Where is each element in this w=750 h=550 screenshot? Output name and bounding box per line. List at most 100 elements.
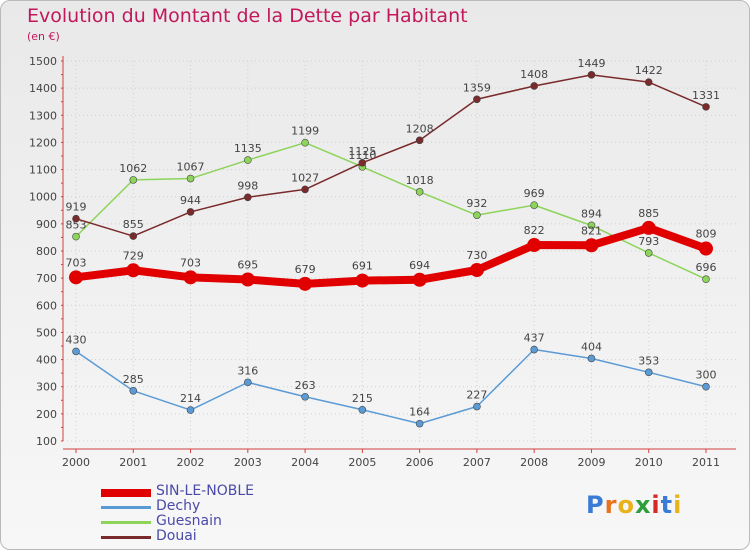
data-point-guesnain <box>473 211 481 219</box>
data-point-dechy <box>702 382 710 391</box>
legend-label: Dechy <box>156 498 201 514</box>
data-point-guesnain <box>301 138 309 147</box>
y-tick-label: 400 <box>36 354 57 367</box>
data-point-sin-le-noble <box>584 238 599 253</box>
data-point-dechy <box>587 354 596 363</box>
data-label-guesnain: 894 <box>581 207 602 220</box>
legend-item: Guesnain <box>101 513 301 530</box>
data-point-douai <box>415 136 424 145</box>
data-point-sin-le-noble <box>527 238 542 253</box>
x-tick-label: 2000 <box>62 456 90 469</box>
data-label-douai: 919 <box>66 201 87 214</box>
series-line-sin-le-noble <box>72 223 710 288</box>
data-label-douai: 1408 <box>520 68 548 81</box>
logo-letter: i <box>651 491 661 519</box>
x-tick-label: 2009 <box>577 456 605 469</box>
data-label-dechy: 215 <box>352 392 373 405</box>
legend: SIN-LE-NOBLE Dechy Guesnain Douai <box>101 483 301 545</box>
data-point-sin-le-noble <box>412 272 427 287</box>
data-label-douai: 944 <box>180 194 201 207</box>
data-label-douai: 1027 <box>291 171 319 184</box>
logo-letter: t <box>660 491 674 519</box>
line-chart: 100 200 300 400 500 600 700 800 900 1000 1100 1200 1… <box>29 55 736 469</box>
data-label-douai: 1125 <box>348 145 376 158</box>
y-tick-label: 300 <box>36 381 57 394</box>
data-point-sin-le-noble <box>69 270 83 285</box>
data-label-guesnain: 1067 <box>177 161 205 174</box>
y-tick-label: 800 <box>36 245 57 258</box>
data-point-douai <box>129 232 138 240</box>
data-label-guesnain: 969 <box>524 187 545 200</box>
data-label-douai: 998 <box>237 179 258 192</box>
data-label-sin-le-noble: 695 <box>237 259 258 272</box>
x-tick-label: 2005 <box>348 456 376 469</box>
data-point-douai <box>301 185 309 194</box>
y-tick-label: 1400 <box>29 82 57 95</box>
data-point-douai <box>358 158 367 167</box>
data-label-guesnain: 1018 <box>406 174 434 187</box>
x-tick-label: 2011 <box>692 456 720 469</box>
data-label-sin-le-noble: 809 <box>696 228 717 241</box>
legend-item: Douai <box>101 528 301 545</box>
x-tick-label: 2008 <box>520 456 548 469</box>
data-point-douai <box>473 95 481 104</box>
data-point-sin-le-noble <box>298 276 313 291</box>
data-point-guesnain <box>72 232 80 241</box>
logo-letter: P <box>586 491 605 519</box>
data-point-guesnain <box>415 188 424 196</box>
legend-swatch <box>101 536 151 539</box>
data-label-douai: 1208 <box>406 122 434 135</box>
data-point-douai <box>530 82 538 90</box>
legend-swatch <box>101 521 151 524</box>
y-tick-label: 600 <box>36 299 57 312</box>
x-tick-label: 2006 <box>406 456 434 469</box>
data-label-guesnain: 853 <box>66 219 87 232</box>
logo-letter: x <box>634 491 652 519</box>
data-point-douai <box>644 78 653 86</box>
logo-letter: i <box>673 491 683 519</box>
data-point-guesnain <box>186 174 195 183</box>
legend-swatch <box>101 506 151 509</box>
data-label-sin-le-noble: 703 <box>66 256 87 269</box>
y-tick-label: 100 <box>36 435 57 448</box>
data-point-dechy <box>358 405 367 414</box>
data-point-sin-le-noble <box>126 263 141 278</box>
y-tick-label: 700 <box>36 272 57 285</box>
series-line-dechy <box>75 348 707 425</box>
y-tick-label: 1100 <box>29 164 57 177</box>
data-point-dechy <box>186 406 195 414</box>
data-point-douai <box>244 193 252 202</box>
data-label-sin-le-noble: 729 <box>123 249 144 262</box>
y-tick-label: 1500 <box>29 55 57 68</box>
data-label-guesnain: 1062 <box>119 162 147 175</box>
data-label-dechy: 316 <box>237 364 258 377</box>
data-label-guesnain: 1110 <box>348 149 376 162</box>
data-point-douai <box>702 103 710 111</box>
data-label-sin-le-noble: 691 <box>352 260 373 273</box>
legend-swatch <box>101 489 151 497</box>
data-point-dechy <box>473 402 481 411</box>
y-tick-label: 500 <box>36 326 57 339</box>
data-label-dechy: 164 <box>409 406 430 419</box>
data-point-sin-le-noble <box>183 270 198 285</box>
data-point-guesnain <box>702 275 710 284</box>
data-label-douai: 1422 <box>635 64 663 77</box>
data-point-douai <box>587 71 596 79</box>
legend-label: Guesnain <box>156 513 222 529</box>
x-tick-label: 2001 <box>119 456 147 469</box>
data-label-sin-le-noble: 703 <box>180 256 201 269</box>
data-label-dechy: 300 <box>696 369 717 382</box>
data-label-douai: 1331 <box>692 89 720 102</box>
data-label-guesnain: 1199 <box>291 125 319 138</box>
legend-item: Dechy <box>101 498 301 515</box>
y-tick-label: 1300 <box>29 109 57 122</box>
x-tick-label: 2007 <box>463 456 491 469</box>
data-label-dechy: 285 <box>123 373 144 386</box>
x-tick-label: 2010 <box>635 456 663 469</box>
data-label-sin-le-noble: 821 <box>581 224 602 237</box>
x-tick-label: 2003 <box>234 456 262 469</box>
y-tick-label: 1000 <box>29 191 57 204</box>
data-point-dechy <box>415 419 424 428</box>
y-tick-label: 200 <box>36 408 57 421</box>
data-point-guesnain <box>244 156 252 164</box>
